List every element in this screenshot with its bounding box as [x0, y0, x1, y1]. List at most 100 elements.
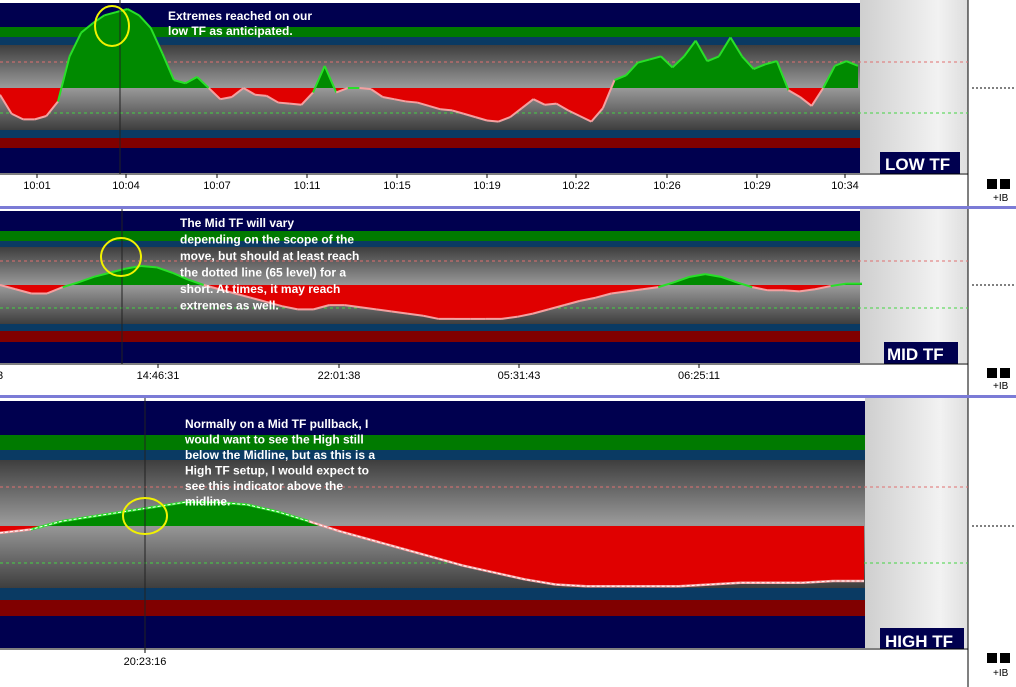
indicator-segment: [289, 102, 302, 106]
upper-teal-band: [0, 37, 860, 45]
x-tick-label: 05:31:43: [498, 370, 541, 382]
indicator-segment: [173, 79, 186, 85]
annotation-line: Extremes reached on our: [168, 9, 312, 23]
indicator-segment: [80, 22, 94, 34]
ib-toggle[interactable]: +IB: [993, 668, 1009, 679]
indicator-segment: [161, 52, 175, 81]
x-tick-label: 10:04: [112, 180, 140, 192]
x-tick-label: 10:19: [473, 180, 501, 192]
indicator-segment: [595, 292, 612, 299]
highlight-circle: [94, 5, 130, 47]
indicator-segment: [486, 119, 499, 123]
indicator-segment: [694, 40, 709, 62]
x-tick-label: 10:11: [294, 180, 321, 192]
indicator-segment: [517, 312, 534, 318]
indicator-segment: [787, 89, 801, 98]
time-axis: [0, 649, 968, 687]
time-axis: [0, 364, 968, 395]
indicator-segment: [834, 60, 847, 67]
lower-teal-band: [0, 588, 865, 600]
indicator-line: [0, 8, 859, 123]
maximize-button[interactable]: [1000, 368, 1010, 378]
x-tick-label: 22:01:38: [318, 370, 361, 382]
indicator-dotted-overlay: [0, 501, 864, 587]
tf-label-box: [880, 628, 964, 652]
indicator-segment: [156, 266, 173, 274]
indicator-segment: [509, 107, 523, 118]
indicator-segment: [637, 58, 650, 64]
indicator-segment: [822, 65, 836, 89]
indicator-segment: [673, 275, 690, 284]
indicator-segment: [45, 100, 59, 117]
highlight-circle: [100, 237, 142, 277]
panel-separator[interactable]: [0, 206, 1016, 209]
indicator-segment: [187, 278, 205, 286]
restore-button[interactable]: [987, 368, 997, 378]
indicator-segment: [109, 267, 126, 274]
indicator-segment: [775, 60, 790, 91]
indicator-segment: [463, 112, 476, 119]
indicator-segment: [752, 286, 769, 292]
above-midline-fill: [61, 9, 859, 88]
below-midline-fill: [0, 88, 824, 122]
ib-toggle[interactable]: +IB: [993, 381, 1009, 392]
indicator-segment: [764, 60, 778, 66]
tf-label: MID TF: [887, 345, 944, 364]
indicator-segment: [93, 271, 110, 278]
indicator-segment: [369, 538, 402, 550]
ib-toggle[interactable]: +IB: [993, 193, 1009, 204]
indicator-segment: [705, 273, 722, 278]
indicator-segment: [370, 88, 384, 98]
x-tick-label: 10:07: [203, 180, 231, 192]
x-tick-label: 10:15: [383, 180, 411, 192]
low-tf-panel: Extremes reached on our low TF as anticip…: [0, 0, 1016, 206]
maximize-button[interactable]: [1000, 179, 1010, 189]
indicator-segment: [720, 275, 737, 284]
indicator-segment: [127, 8, 140, 17]
indicator-segment: [709, 581, 741, 586]
indicator-segment: [475, 116, 488, 122]
indicator-segment: [215, 500, 247, 506]
tf-label-box: [880, 152, 960, 174]
upper-green-band: [0, 27, 860, 37]
upper-green-band: [0, 231, 860, 241]
indicator-segment: [625, 62, 639, 77]
annotation-line: below the Midline, but as this is a: [185, 448, 375, 462]
indicator-segment: [242, 87, 256, 96]
restore-button[interactable]: [987, 653, 997, 663]
indicator-segment: [729, 36, 743, 57]
indicator-segment: [405, 100, 418, 104]
indicator-line: [0, 264, 862, 320]
extreme-bottom-band: [0, 148, 860, 173]
indicator-segment: [278, 101, 290, 105]
panel-separator[interactable]: [0, 395, 1016, 398]
indicator-segment: [138, 14, 152, 29]
x-tick-label: 14:46:31: [137, 370, 180, 382]
below-midline-fill: [0, 285, 838, 319]
upper-teal-band: [0, 450, 865, 460]
indicator-segment: [718, 36, 732, 57]
indicator-segment: [313, 304, 330, 311]
indicator-segment: [660, 55, 674, 69]
indicator-segment: [208, 87, 221, 100]
indicator-segment: [376, 308, 392, 313]
x-tick-label: 20:23:16: [124, 656, 167, 668]
indicator-segment: [563, 299, 581, 307]
x-tick-label: 10:01: [23, 180, 51, 192]
indicator-segment: [266, 300, 283, 308]
mid-tf-panel: The Mid TF will vary depending on the sco…: [0, 209, 1016, 395]
indicator-segment: [417, 101, 430, 107]
x-tick-label: 06:25:11: [678, 370, 720, 382]
annotation-line: The Mid TF will vary: [180, 216, 294, 230]
indicator-segment: [810, 87, 825, 107]
restore-button[interactable]: [987, 179, 997, 189]
indicator-segment: [689, 273, 706, 278]
indicator-segment: [172, 271, 189, 281]
indicator-segment: [220, 95, 233, 101]
upper-green-band: [0, 435, 865, 450]
indicator-segment: [335, 87, 349, 94]
indicator-segment: [753, 63, 766, 70]
indicator-segment: [422, 314, 440, 320]
indicator-segment: [799, 288, 816, 293]
maximize-button[interactable]: [1000, 653, 1010, 663]
